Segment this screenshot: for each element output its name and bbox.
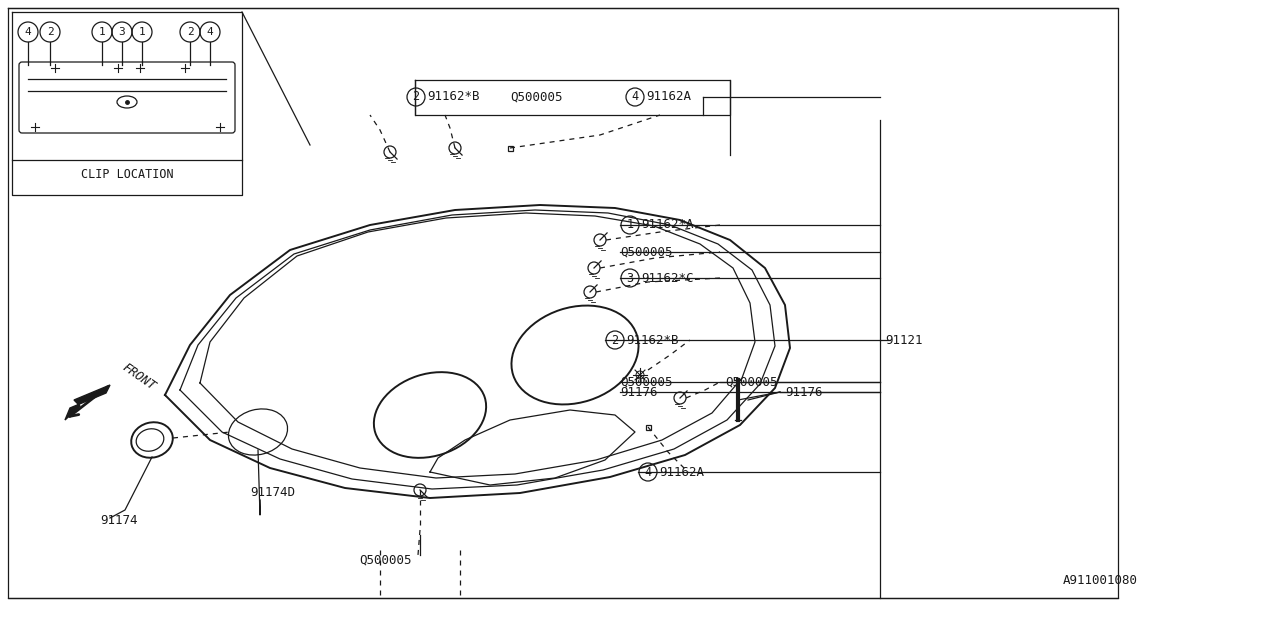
- Text: 3: 3: [626, 271, 634, 285]
- Text: FRONT: FRONT: [120, 361, 159, 393]
- Text: 91121: 91121: [884, 333, 923, 346]
- Text: 3: 3: [119, 27, 125, 37]
- Text: 2: 2: [612, 333, 618, 346]
- Text: 2: 2: [412, 90, 420, 104]
- Bar: [645, 424, 650, 429]
- Text: CLIP LOCATION: CLIP LOCATION: [81, 168, 173, 182]
- Text: Q500005: Q500005: [509, 90, 562, 104]
- Text: 91162*C: 91162*C: [641, 271, 694, 285]
- Text: 4: 4: [24, 27, 32, 37]
- Text: 91162A: 91162A: [646, 90, 691, 104]
- Text: 1: 1: [626, 218, 634, 232]
- Text: Q500005: Q500005: [620, 376, 672, 388]
- Text: 4: 4: [644, 465, 652, 479]
- Text: 1: 1: [99, 27, 105, 37]
- Text: 91162*B: 91162*B: [428, 90, 480, 104]
- Text: 2: 2: [46, 27, 54, 37]
- Text: Q500005: Q500005: [724, 376, 777, 388]
- Text: 91176: 91176: [785, 385, 823, 399]
- Text: Q500005: Q500005: [358, 554, 411, 566]
- Text: 91174: 91174: [100, 513, 137, 527]
- Bar: [507, 145, 512, 150]
- Text: 4: 4: [206, 27, 214, 37]
- Text: 2: 2: [187, 27, 193, 37]
- Text: Q500005: Q500005: [620, 246, 672, 259]
- Text: 91162A: 91162A: [659, 465, 704, 479]
- Polygon shape: [65, 385, 110, 420]
- Text: 91174D: 91174D: [250, 486, 294, 499]
- Text: 91162*A: 91162*A: [641, 218, 694, 232]
- Text: 91176: 91176: [620, 385, 658, 399]
- Text: 91162*B: 91162*B: [626, 333, 678, 346]
- Text: 4: 4: [631, 90, 639, 104]
- Text: A911001080: A911001080: [1062, 573, 1138, 586]
- Text: 1: 1: [138, 27, 146, 37]
